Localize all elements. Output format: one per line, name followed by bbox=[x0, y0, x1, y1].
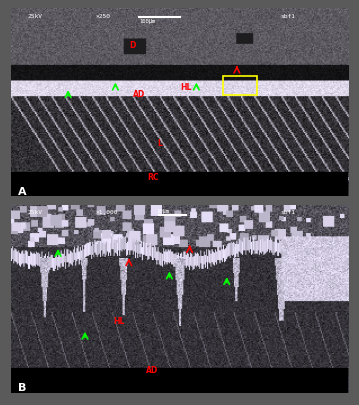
Text: sbf1: sbf1 bbox=[281, 211, 296, 215]
Text: 100μm: 100μm bbox=[139, 19, 155, 24]
Text: 25kV: 25kV bbox=[28, 14, 43, 19]
Text: L: L bbox=[157, 139, 162, 148]
Text: HL: HL bbox=[181, 83, 192, 92]
Text: RC: RC bbox=[147, 173, 158, 182]
Text: ×250: ×250 bbox=[95, 14, 110, 19]
Text: A: A bbox=[18, 187, 26, 197]
Text: AD: AD bbox=[146, 366, 159, 375]
Text: D: D bbox=[129, 41, 135, 50]
Text: AD: AD bbox=[133, 90, 145, 99]
Bar bbox=[11, 172, 348, 196]
Text: 25kV: 25kV bbox=[28, 211, 43, 215]
Bar bbox=[223, 76, 257, 95]
Bar bbox=[11, 369, 348, 393]
Text: ×1,000: ×1,000 bbox=[95, 211, 118, 215]
Text: sbf1: sbf1 bbox=[281, 14, 296, 19]
Text: HL: HL bbox=[113, 317, 125, 326]
Text: B: B bbox=[18, 384, 26, 393]
Text: 10μm: 10μm bbox=[156, 209, 169, 213]
